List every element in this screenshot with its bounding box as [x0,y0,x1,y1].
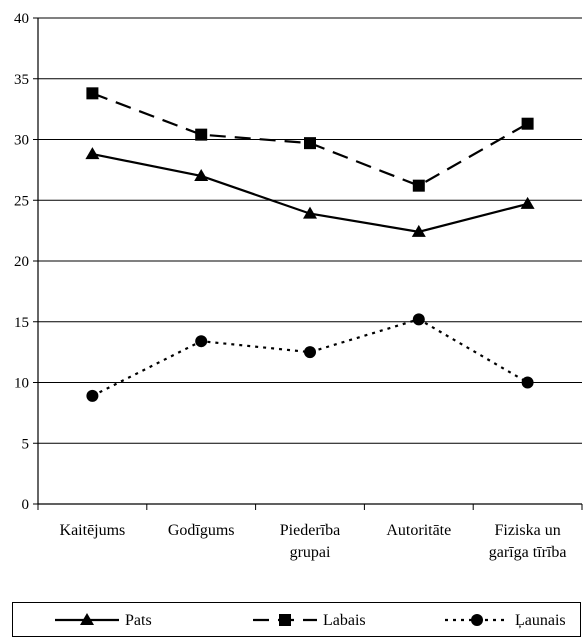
y-tick-label-15: 15 [14,315,29,331]
legend-entries: Pats Labais Ļaunais [55,612,566,629]
data-point-0-1 [194,168,209,181]
series-line-0 [92,153,528,233]
gridlines [38,17,582,444]
data-point-0-3 [411,224,426,237]
y-tick-label-20: 20 [14,254,29,270]
data-point-1-4 [521,117,534,130]
x-tick-label-0: Kaitējums [60,522,126,539]
legend-marker-2 [471,614,483,626]
x-axis-ticks: Kaitējums Godīgums Piederība grupai Autoritā… [37,504,583,561]
y-tick-label-25: 25 [14,193,29,209]
data-point-1-1 [195,128,208,141]
x-tick-label-line: Fiziska un [494,522,560,539]
series-group [85,87,535,402]
x-tick-label-1: Godīgums [168,522,235,539]
y-axis-ticks: 0 5 10 15 20 25 30 35 40 [14,11,38,513]
x-tick-label-line: grupai [290,544,331,561]
series-0 [85,147,535,237]
x-tick-label-line: Piederība [280,522,340,539]
data-point-2-2 [304,346,316,359]
legend-item-1: Labais [253,612,366,629]
legend-marker-0 [80,613,94,625]
x-tick-label-line: garīga tīrība [489,544,567,561]
y-tick-label-10: 10 [14,376,29,392]
legend-label-0: Pats [125,612,152,629]
legend-marker-1 [279,614,291,626]
legend-label-2: Ļaunais [515,612,566,629]
y-tick-label-35: 35 [14,72,29,88]
data-point-0-2 [303,206,317,219]
x-tick-label-3: Autoritāte [386,522,451,539]
series-1 [86,87,534,192]
x-tick-label-4: Fiziska un garīga tīrība [489,522,567,561]
x-tick-label-2: Piederība grupai [280,522,340,561]
x-tick-label-line: Kaitējums [60,522,126,539]
series-2 [86,313,534,402]
data-point-1-2 [304,137,316,150]
legend-label-1: Labais [323,612,366,629]
data-point-2-4 [521,376,534,389]
data-point-0-0 [85,147,100,160]
legend-item-0: Pats [55,612,152,629]
data-point-0-4 [520,196,535,209]
data-point-2-1 [195,335,208,348]
data-point-1-3 [412,179,425,192]
legend: Pats Labais Ļaunais [12,602,581,637]
y-tick-label-0: 0 [22,497,30,513]
y-tick-label-30: 30 [14,133,29,149]
data-point-1-0 [86,87,99,100]
legend-item-2: Ļaunais [445,612,566,629]
series-line-2 [91,318,529,397]
data-point-2-3 [412,313,425,326]
x-tick-label-line: Autoritāte [386,522,451,539]
data-point-2-0 [86,389,99,402]
y-tick-label-40: 40 [14,11,29,27]
x-tick-label-line: Godīgums [168,522,235,539]
y-tick-label-5: 5 [22,436,30,452]
